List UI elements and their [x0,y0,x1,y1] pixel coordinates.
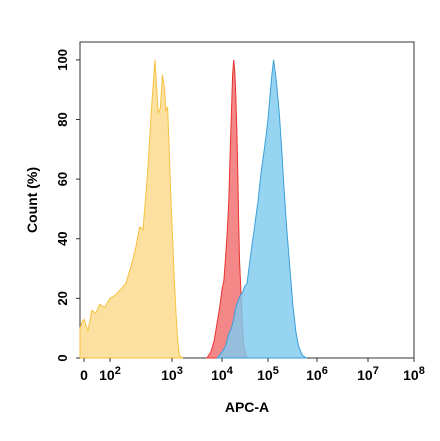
y-tick-label: 80 [55,112,70,126]
x-tick-label: 104 [211,365,234,383]
x-tick-label: 108 [403,365,425,383]
y-tick-label: 20 [55,291,70,305]
x-axis-ticks: 0 102 103 104 105 106 107 108 [80,358,425,383]
plot-area: 0 102 103 104 105 106 107 108 0 20 40 60 80 100 [55,41,425,383]
y-axis-label: Count (%) [24,167,40,233]
x-tick-label: 102 [99,365,121,383]
x-tick-label: 106 [306,365,328,383]
series-layer [79,59,308,359]
y-tick-label: 60 [55,172,70,186]
y-tick-label: 100 [55,49,70,71]
series-area-2 [216,59,308,359]
x-axis-label: APC-A [225,399,269,415]
y-tick-label: 0 [55,354,70,361]
series-area-0 [79,59,184,359]
x-tick-label: 107 [357,365,379,383]
x-tick-label: 103 [161,365,183,383]
y-tick-label: 40 [55,232,70,246]
y-axis-ticks: 0 20 40 60 80 100 [55,49,80,362]
x-tick-label: 105 [257,365,279,383]
x-tick-label: 0 [80,367,88,383]
